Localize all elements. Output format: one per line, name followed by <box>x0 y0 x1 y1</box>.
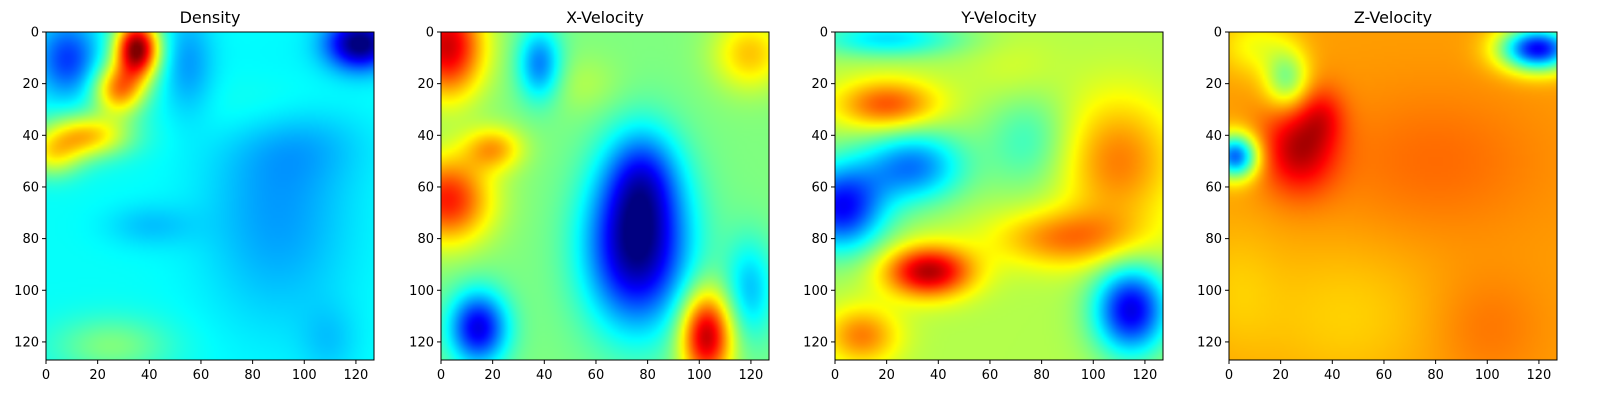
x-tick-label: 40 <box>1324 368 1341 383</box>
y-tick-label: 0 <box>31 26 39 41</box>
y-tick-label: 120 <box>409 335 434 350</box>
y-velocity-axes-frame <box>834 31 1164 361</box>
y-tick-label: 60 <box>811 180 828 195</box>
x-tick-label: 0 <box>1225 368 1233 383</box>
panel-density: Density 0 20 40 60 80 100 120 0 20 40 60 80 100 120 <box>0 0 400 403</box>
x-tick-label: 20 <box>89 368 106 383</box>
z-velocity-title: Z-Velocity <box>1354 8 1432 27</box>
x-tick-label: 0 <box>437 368 445 383</box>
y-tick-label: 100 <box>803 284 828 299</box>
x-tick-label: 120 <box>739 368 764 383</box>
y-tick-label: 80 <box>417 232 434 247</box>
y-tick-label: 0 <box>820 26 828 41</box>
x-tick-label: 60 <box>982 368 999 383</box>
x-velocity-title: X-Velocity <box>566 8 644 27</box>
x-tick-label: 100 <box>292 368 317 383</box>
y-tick-label: 40 <box>417 129 434 144</box>
x-tick-label: 60 <box>1376 368 1393 383</box>
density-axes-frame <box>45 31 375 361</box>
x-tick-label: 80 <box>244 368 261 383</box>
y-tick-label: 120 <box>803 335 828 350</box>
y-tick-label: 60 <box>1205 180 1222 195</box>
y-tick-label: 0 <box>1214 26 1222 41</box>
y-velocity-chart: Y-Velocity 0 20 40 60 80 100 120 0 20 40 60 80 100 120 <box>803 8 1164 383</box>
y-tick-label: 120 <box>1197 335 1222 350</box>
y-tick-label: 60 <box>22 180 39 195</box>
x-tick-label: 100 <box>1081 368 1106 383</box>
y-tick-label: 20 <box>22 77 39 92</box>
x-tick-label: 100 <box>687 368 712 383</box>
x-tick-label: 20 <box>1272 368 1289 383</box>
y-tick-label: 120 <box>14 335 39 350</box>
y-tick-label: 100 <box>14 284 39 299</box>
density-heatmap <box>46 32 374 360</box>
x-tick-label: 80 <box>1427 368 1444 383</box>
y-tick-label: 80 <box>1205 232 1222 247</box>
x-velocity-axes-frame <box>440 31 770 361</box>
x-tick-label: 40 <box>141 368 158 383</box>
x-tick-label: 40 <box>536 368 553 383</box>
x-tick-label: 80 <box>639 368 656 383</box>
panel-x-velocity: X-Velocity 0 20 40 60 80 100 120 0 20 40 60 80 100 120 <box>395 0 795 403</box>
x-tick-label: 120 <box>1527 368 1552 383</box>
y-tick-label: 0 <box>426 26 434 41</box>
panel-z-velocity: Z-Velocity 0 20 40 60 80 100 120 0 20 40 60 80 100 120 <box>1183 0 1583 403</box>
y-tick-label: 20 <box>1205 77 1222 92</box>
x-tick-label: 100 <box>1475 368 1500 383</box>
x-tick-label: 120 <box>344 368 369 383</box>
x-tick-label: 20 <box>484 368 501 383</box>
y-tick-label: 100 <box>1197 284 1222 299</box>
x-velocity-heatmap <box>441 32 769 360</box>
x-tick-label: 60 <box>588 368 605 383</box>
x-tick-label: 120 <box>1133 368 1158 383</box>
y-tick-label: 40 <box>22 129 39 144</box>
x-tick-label: 80 <box>1033 368 1050 383</box>
y-tick-label: 40 <box>811 129 828 144</box>
y-velocity-heatmap <box>835 32 1163 360</box>
y-tick-label: 60 <box>417 180 434 195</box>
y-tick-label: 80 <box>22 232 39 247</box>
density-chart: Density 0 20 40 60 80 100 120 0 20 40 60 80 100 120 <box>14 8 375 383</box>
z-velocity-chart: Z-Velocity 0 20 40 60 80 100 120 0 20 40 60 80 100 120 <box>1197 8 1558 383</box>
x-tick-label: 20 <box>878 368 895 383</box>
y-tick-label: 20 <box>811 77 828 92</box>
panel-y-velocity: Y-Velocity 0 20 40 60 80 100 120 0 20 40 60 80 100 120 <box>789 0 1189 403</box>
y-tick-label: 40 <box>1205 129 1222 144</box>
x-tick-label: 0 <box>42 368 50 383</box>
x-tick-label: 60 <box>193 368 210 383</box>
density-title: Density <box>180 8 241 27</box>
x-velocity-chart: X-Velocity 0 20 40 60 80 100 120 0 20 40 60 80 100 120 <box>409 8 770 383</box>
x-tick-label: 0 <box>831 368 839 383</box>
y-tick-label: 80 <box>811 232 828 247</box>
y-velocity-title: Y-Velocity <box>960 8 1036 27</box>
x-tick-label: 40 <box>930 368 947 383</box>
y-tick-label: 20 <box>417 77 434 92</box>
z-velocity-heatmap <box>1229 32 1557 360</box>
y-tick-label: 100 <box>409 284 434 299</box>
z-velocity-axes-frame <box>1228 31 1558 361</box>
